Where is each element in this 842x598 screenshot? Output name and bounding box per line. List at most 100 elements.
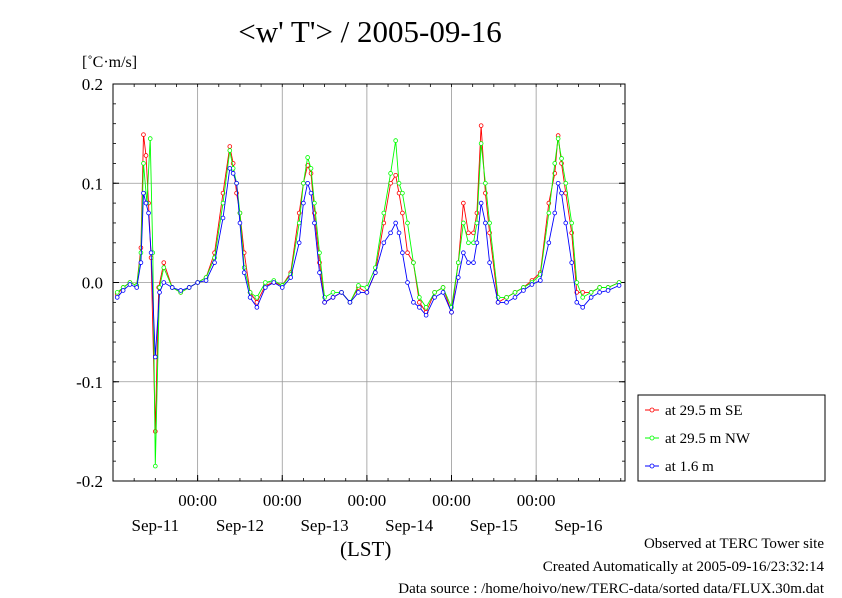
legend-swatch-marker [649, 407, 655, 413]
data-point [423, 312, 429, 318]
data-point [461, 200, 466, 206]
data-point [521, 288, 526, 293]
data-point [169, 285, 175, 290]
data-point [483, 180, 488, 186]
day-label: Sep-15 [470, 516, 518, 535]
data-point [288, 275, 294, 280]
data-point [114, 295, 120, 300]
data-point [146, 210, 151, 216]
data-point [230, 171, 236, 176]
data-point [449, 309, 454, 315]
y-tick-label: 0.1 [82, 174, 103, 193]
data-point [396, 230, 402, 236]
data-point [203, 278, 209, 283]
data-point [512, 295, 518, 300]
data-point [471, 260, 476, 265]
data-point [396, 180, 402, 186]
data-point [195, 280, 200, 285]
data-point [432, 295, 437, 300]
data-point [317, 270, 322, 275]
data-point [178, 288, 184, 293]
x-tick-label: 00:00 [348, 491, 387, 510]
series-line [116, 125, 620, 432]
data-point [330, 295, 336, 300]
data-point [127, 282, 133, 287]
data-point [559, 156, 564, 161]
data-point [279, 285, 285, 290]
data-point [220, 200, 226, 206]
data-point [552, 210, 558, 216]
data-point [487, 260, 492, 265]
data-point [356, 283, 361, 288]
legend-label: at 1.6 m [665, 459, 714, 475]
data-point [227, 148, 233, 153]
legend: at 29.5 m SE at 29.5 m NW at 1.6 m [637, 394, 826, 482]
data-point [301, 200, 306, 206]
data-point [263, 285, 268, 290]
data-point [153, 354, 158, 360]
data-point [555, 180, 561, 186]
legend-label: at 29.5 m SE [665, 403, 743, 419]
data-point [241, 270, 247, 275]
day-label: Sep-14 [385, 516, 434, 535]
x-tick-label: 00:00 [517, 491, 556, 510]
data-point [381, 210, 387, 216]
y-axis-unit: [˚C·m/s] [82, 54, 138, 71]
data-point [308, 166, 314, 171]
data-point [616, 283, 622, 288]
data-point [466, 230, 471, 236]
y-tick-label: -0.2 [76, 472, 103, 491]
data-point [529, 282, 535, 287]
data-point [563, 220, 569, 226]
data-point [143, 153, 149, 158]
day-label: Sep-12 [216, 516, 264, 535]
data-point [141, 161, 146, 166]
data-point [254, 305, 260, 310]
data-point [234, 180, 239, 186]
data-point [478, 123, 484, 128]
data-point [466, 260, 471, 265]
data-point [305, 180, 310, 186]
data-point [574, 300, 580, 305]
chart-title: <w' T'> / 2005-09-16 [238, 14, 502, 49]
data-point [141, 190, 146, 196]
data-point [559, 190, 564, 196]
data-point [134, 285, 139, 290]
data-point [483, 220, 488, 226]
legend-label: at 29.5 m NW [665, 431, 751, 447]
data-point [411, 260, 416, 265]
data-point [237, 220, 243, 226]
data-point [487, 220, 492, 226]
data-point [400, 190, 405, 196]
data-point [461, 220, 466, 226]
data-point [417, 305, 422, 310]
data-point [538, 278, 543, 283]
data-point [153, 463, 158, 469]
data-point [186, 285, 192, 290]
data-point [148, 250, 154, 256]
data-point [563, 180, 569, 186]
data-point [405, 280, 410, 285]
data-point [312, 220, 317, 226]
series-layer [114, 123, 622, 469]
data-point [301, 180, 306, 186]
footer-created: Created Automatically at 2005-09-16/23:3… [542, 559, 824, 575]
data-point [212, 260, 217, 265]
data-point [388, 230, 393, 236]
day-label: Sep-16 [554, 516, 602, 535]
x-tick-label: 00:00 [263, 491, 302, 510]
axis-ticks: 0.2 0.1 0.0 -0.1 -0.2 00:00 00:00 00:00 00:00 00:… [76, 75, 625, 535]
data-point [455, 275, 461, 280]
data-point [227, 166, 233, 171]
data-point [580, 295, 585, 300]
data-point [247, 295, 253, 300]
data-point [308, 190, 314, 196]
data-point [330, 290, 336, 295]
data-point [400, 210, 405, 216]
footer-site: Observed at TERC Tower site [643, 536, 824, 552]
y-tick-label: 0.0 [82, 274, 103, 293]
series-line [116, 138, 620, 467]
data-point [474, 210, 480, 216]
data-point [296, 220, 302, 226]
